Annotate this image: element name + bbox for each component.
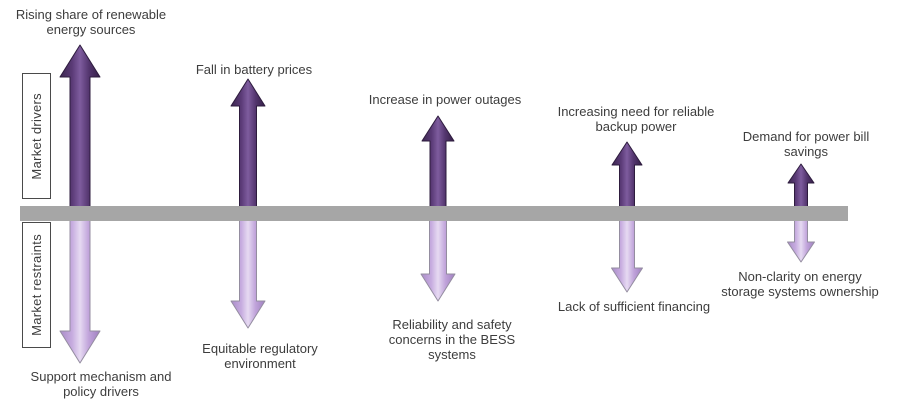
driver-arrow-4 [611, 141, 643, 215]
restraint-label-1: Support mechanism and policy drivers [30, 369, 172, 399]
restraint-label-4: Lack of sufficient financing [557, 299, 711, 314]
market-restraints-label: Market restraints [29, 234, 44, 336]
restraint-arrow-2 [230, 212, 266, 329]
driver-label-3: Increase in power outages [368, 92, 522, 107]
restraint-label-3: Reliability and safety concerns in the BE… [388, 317, 516, 362]
driver-arrow-2 [230, 78, 266, 215]
market-restraints-box: Market restraints [22, 222, 51, 348]
restraint-label-2: Equitable regulatory environment [202, 341, 318, 371]
restraint-arrow-1 [59, 212, 101, 364]
restraint-label-5: Non-clarity on energy storage systems own… [721, 269, 879, 299]
driver-arrow-1 [59, 44, 101, 215]
driver-arrow-3 [421, 115, 455, 215]
driver-label-5: Demand for power bill savings [742, 129, 870, 159]
restraint-arrow-4 [611, 212, 643, 293]
driver-label-2: Fall in battery prices [195, 62, 313, 77]
baseline-bar [20, 206, 848, 221]
restraint-arrow-3 [420, 212, 456, 302]
driver-label-4: Increasing need for reliable backup power [557, 104, 715, 134]
market-drivers-box: Market drivers [22, 73, 51, 199]
driver-label-1: Rising share of renewable energy sources [15, 7, 167, 37]
market-drivers-label: Market drivers [29, 92, 44, 180]
